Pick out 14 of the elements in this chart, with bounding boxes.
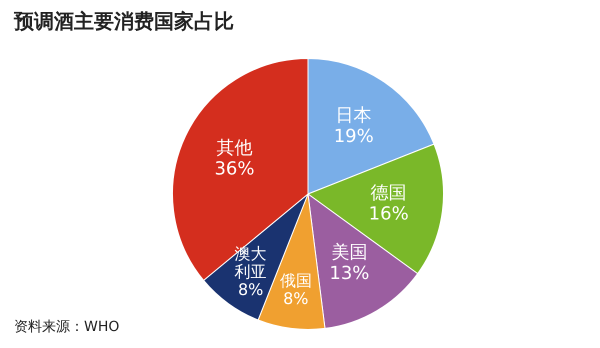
data-label: 8% — [283, 288, 308, 308]
slice-label: 其他 — [216, 138, 252, 159]
text: 资料来源：WHO — [14, 318, 120, 336]
slice-label: 俄国 — [280, 270, 312, 290]
chart-title: 预调酒主要消费国家占比 — [14, 8, 234, 35]
data-label: 13% — [329, 263, 370, 284]
data-label: 19% — [334, 126, 374, 147]
slice-label: 德国 — [370, 182, 407, 204]
data-label: 36% — [214, 158, 254, 180]
slice-label: 美国 — [331, 242, 368, 264]
data-label: 16% — [368, 203, 409, 224]
slice-label: 澳大利亚 — [234, 244, 267, 282]
slice-label: 日本 — [336, 104, 372, 126]
data-label: 8% — [238, 280, 264, 300]
